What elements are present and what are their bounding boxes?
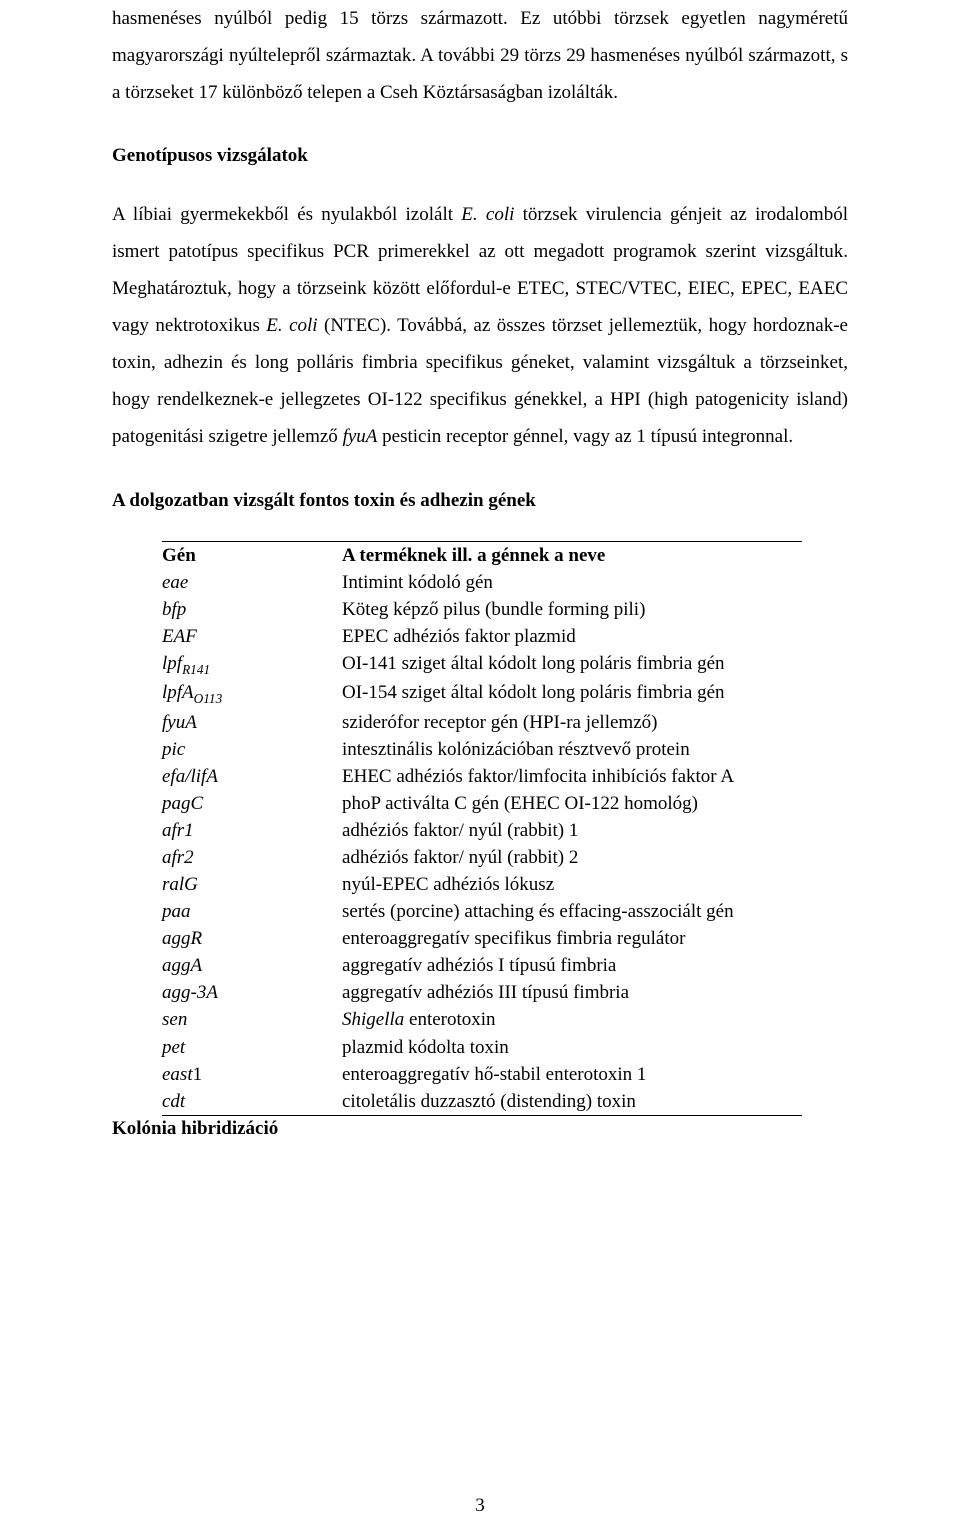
gene-cell: afr1 [162,817,342,844]
gene-table-wrap: Gén A terméknek ill. a génnek a neve eae… [162,541,802,1116]
paragraph-genotipusos: A líbiai gyermekekből és nyulakból izolá… [112,196,848,455]
gene-cell: bfp [162,596,342,623]
gene-cell: paa [162,898,342,925]
desc-cell: phoP activálta C gén (EHEC OI-122 homoló… [342,790,802,817]
desc-cell: nyúl-EPEC adhéziós lókusz [342,871,802,898]
desc-cell: OI-154 sziget által kódolt long poláris … [342,679,802,708]
table-row: lpfAO113OI-154 sziget által kódolt long … [162,679,802,708]
paragraph-intro: hasmenéses nyúlból pedig 15 törzs szárma… [112,0,848,111]
table-row: ralGnyúl-EPEC adhéziós lókusz [162,871,802,898]
gene-cell: EAF [162,623,342,650]
gene-cell: aggR [162,925,342,952]
desc-cell: sziderófor receptor gén (HPI-ra jellemző… [342,709,802,736]
text-italic-fyua: fyuA [343,426,378,447]
desc-cell: aggregatív adhéziós III típusú fimbria [342,979,802,1006]
gene-cell: eae [162,569,342,596]
table-row: fyuAsziderófor receptor gén (HPI-ra jell… [162,709,802,736]
table-row: picintesztinális kolónizációban résztvev… [162,736,802,763]
gene-cell: sen [162,1006,342,1033]
gene-cell: ralG [162,871,342,898]
table-row: lpfR141OI-141 sziget által kódolt long p… [162,650,802,679]
gene-cell: afr2 [162,844,342,871]
table-row: afr1adhéziós faktor/ nyúl (rabbit) 1 [162,817,802,844]
heading-table: A dolgozatban vizsgált fontos toxin és a… [112,482,848,519]
table-header-row: Gén A terméknek ill. a génnek a neve [162,542,802,569]
gene-cell: aggA [162,952,342,979]
table-row: aggRenteroaggregatív specifikus fimbria … [162,925,802,952]
text-italic-ecoli: E. coli [461,204,514,225]
gene-cell: fyuA [162,709,342,736]
table-row: paasertés (porcine) attaching és effacin… [162,898,802,925]
desc-cell: citoletális duzzasztó (distending) toxin [342,1088,802,1115]
page-number: 3 [0,1495,960,1517]
table-row: bfpKöteg képző pilus (bundle forming pil… [162,596,802,623]
table-row: afr2adhéziós faktor/ nyúl (rabbit) 2 [162,844,802,871]
table-header-gene: Gén [162,542,342,569]
gene-cell: pagC [162,790,342,817]
gene-cell: lpfR141 [162,650,342,679]
desc-cell: EHEC adhéziós faktor/limfocita inhibíció… [342,763,802,790]
desc-cell: intesztinális kolónizációban résztvevő p… [342,736,802,763]
desc-cell: aggregatív adhéziós I típusú fimbria [342,952,802,979]
table-row: pagCphoP activálta C gén (EHEC OI-122 ho… [162,790,802,817]
desc-cell: Köteg képző pilus (bundle forming pili) [342,596,802,623]
heading-genotipusos: Genotípusos vizsgálatok [112,137,848,174]
table-row: EAFEPEC adhéziós faktor plazmid [162,623,802,650]
table-row: eaeIntimint kódoló gén [162,569,802,596]
table-row: cdtcitoletális duzzasztó (distending) to… [162,1088,802,1115]
gene-cell: agg-3A [162,979,342,1006]
table-row: aggAaggregatív adhéziós I típusú fimbria [162,952,802,979]
text-fragment: pesticin receptor génnel, vagy az 1 típu… [377,426,793,447]
table-row: east1enteroaggregatív hő-stabil enteroto… [162,1061,802,1088]
desc-cell: enteroaggregatív specifikus fimbria regu… [342,925,802,952]
gene-table: Gén A terméknek ill. a génnek a neve eae… [162,542,802,1115]
gene-cell: cdt [162,1088,342,1115]
heading-kolonia: Kolónia hibridizáció [112,1116,848,1141]
page: hasmenéses nyúlból pedig 15 törzs szárma… [0,0,960,1537]
text-fragment: A líbiai gyermekekből és nyulakból izolá… [112,204,461,225]
desc-cell: Shigella enterotoxin [342,1006,802,1033]
text-italic-ecoli: E. coli [266,315,317,336]
table-row: petplazmid kódolta toxin [162,1034,802,1061]
table-row: senShigella enterotoxin [162,1006,802,1033]
desc-cell: EPEC adhéziós faktor plazmid [342,623,802,650]
gene-cell: pet [162,1034,342,1061]
table-row: agg-3Aaggregatív adhéziós III típusú fim… [162,979,802,1006]
desc-cell: Intimint kódoló gén [342,569,802,596]
gene-cell: east1 [162,1061,342,1088]
desc-cell: sertés (porcine) attaching és effacing-a… [342,898,802,925]
desc-cell: OI-141 sziget által kódolt long poláris … [342,650,802,679]
desc-cell: plazmid kódolta toxin [342,1034,802,1061]
desc-cell: adhéziós faktor/ nyúl (rabbit) 1 [342,817,802,844]
gene-cell: lpfAO113 [162,679,342,708]
table-row: efa/lifAEHEC adhéziós faktor/limfocita i… [162,763,802,790]
desc-cell: enteroaggregatív hő-stabil enterotoxin 1 [342,1061,802,1088]
gene-cell: pic [162,736,342,763]
table-header-desc: A terméknek ill. a génnek a neve [342,542,802,569]
gene-cell: efa/lifA [162,763,342,790]
desc-cell: adhéziós faktor/ nyúl (rabbit) 2 [342,844,802,871]
